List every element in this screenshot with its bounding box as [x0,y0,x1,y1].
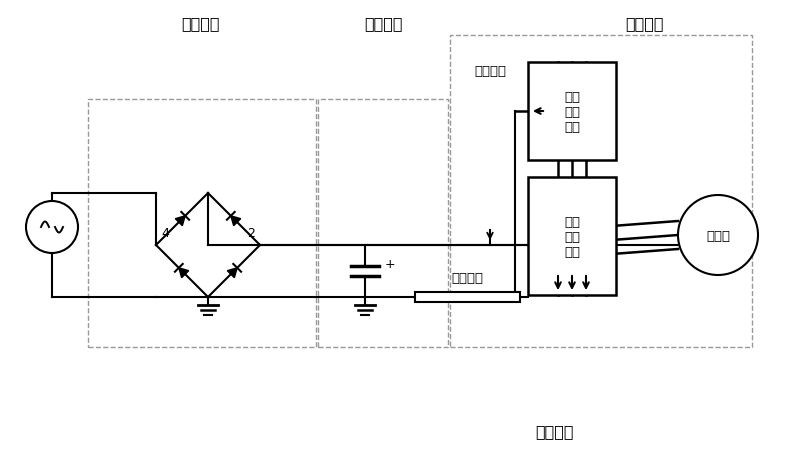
Text: 4: 4 [161,226,169,239]
Text: 母线电压: 母线电压 [474,64,506,77]
Text: 智能
变频
模块: 智能 变频 模块 [564,215,580,258]
Polygon shape [179,268,189,278]
Bar [450,36,752,347]
Text: 智能
控制
模块: 智能 控制 模块 [564,90,580,133]
Text: 控制部分: 控制部分 [536,424,574,439]
Text: 逆变部分: 逆变部分 [626,16,664,31]
Bar [528,63,616,161]
Bar [318,100,448,347]
Circle shape [26,202,78,253]
Text: 检测电阻: 检测电阻 [451,271,483,284]
Text: 平波部分: 平波部分 [364,16,402,31]
Circle shape [678,196,758,275]
Bar [415,293,520,302]
Polygon shape [175,216,185,226]
Polygon shape [227,268,237,278]
Bar [528,177,616,295]
Bar [88,100,316,347]
Text: 2: 2 [247,226,255,239]
Polygon shape [231,216,241,226]
Text: +: + [385,257,396,270]
Text: 压缩机: 压缩机 [706,229,730,242]
Text: 整流部分: 整流部分 [181,16,219,31]
